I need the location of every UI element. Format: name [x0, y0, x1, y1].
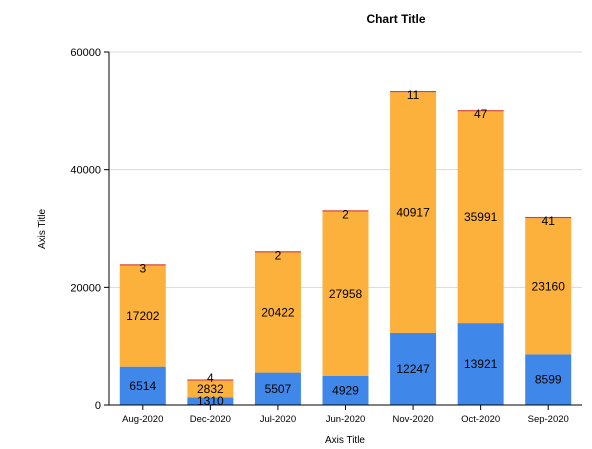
data-label: 4: [207, 371, 214, 385]
bar-segment: [457, 111, 504, 324]
bar-segment: [322, 211, 369, 377]
bar-segment: [119, 366, 166, 405]
y-tick-label: 0: [95, 400, 101, 412]
data-label: 2832: [197, 382, 224, 396]
data-label: 2: [342, 207, 349, 221]
bar-segment: [322, 376, 369, 405]
data-label: 40917: [396, 206, 430, 220]
x-tick-label: Jun-2020: [326, 414, 366, 425]
data-label: 4929: [332, 384, 359, 398]
data-label: 17202: [126, 309, 160, 323]
bar-segment: [457, 323, 504, 405]
bar-segment: [119, 264, 166, 266]
bar-segment: [390, 91, 437, 93]
data-label: 41: [542, 214, 556, 228]
data-label: 3: [139, 261, 146, 275]
bar-segment: [119, 265, 166, 367]
bar-segment: [525, 218, 572, 355]
data-label: 6514: [129, 379, 156, 393]
bar-segment: [187, 397, 234, 405]
x-tick-label: Aug-2020: [122, 414, 163, 425]
bar-segment: [390, 92, 437, 333]
bar-segment: [457, 110, 504, 112]
x-tick-label: Dec-2020: [190, 414, 231, 425]
bar-segment: [187, 380, 234, 398]
chart-title: Chart Title: [366, 12, 425, 26]
data-label: 23160: [532, 279, 566, 293]
axes: 0 20000 40000 60000 Aug-2020 Dec-2020 Jul-2020…: [70, 47, 582, 425]
bars: [119, 91, 572, 405]
bar-segment: [187, 379, 234, 381]
bar-segment: [390, 332, 437, 405]
bar-segment: [525, 216, 572, 219]
data-label: 11: [407, 88, 420, 102]
y-tick-label: 20000: [70, 282, 101, 294]
data-label: 27958: [329, 287, 363, 301]
x-tick-label: Nov-2020: [392, 414, 433, 425]
data-label: 2: [275, 248, 282, 262]
y-tick-label: 40000: [70, 165, 101, 177]
data-label: 35991: [464, 210, 498, 224]
x-tick-label: Oct-2020: [461, 414, 500, 425]
bar-segment: [254, 252, 301, 373]
bar-segment: [525, 354, 572, 405]
data-label: 12247: [396, 362, 430, 376]
bar-segment: [254, 251, 301, 253]
data-label: 20422: [261, 306, 295, 320]
data-label: 5507: [265, 382, 292, 396]
y-tick-label: 60000: [70, 47, 101, 59]
bar-segment: [254, 372, 301, 405]
data-label: 47: [474, 107, 488, 121]
data-label: 13921: [464, 357, 498, 371]
y-axis-title: Axis Title: [37, 209, 48, 249]
data-label: 8599: [535, 373, 562, 387]
x-axis-title: Axis Title: [325, 435, 365, 446]
x-tick-label: Sep-2020: [528, 414, 569, 425]
x-tick-label: Jul-2020: [260, 414, 296, 425]
data-label: 1310: [197, 394, 224, 408]
bar-segment: [322, 210, 369, 212]
